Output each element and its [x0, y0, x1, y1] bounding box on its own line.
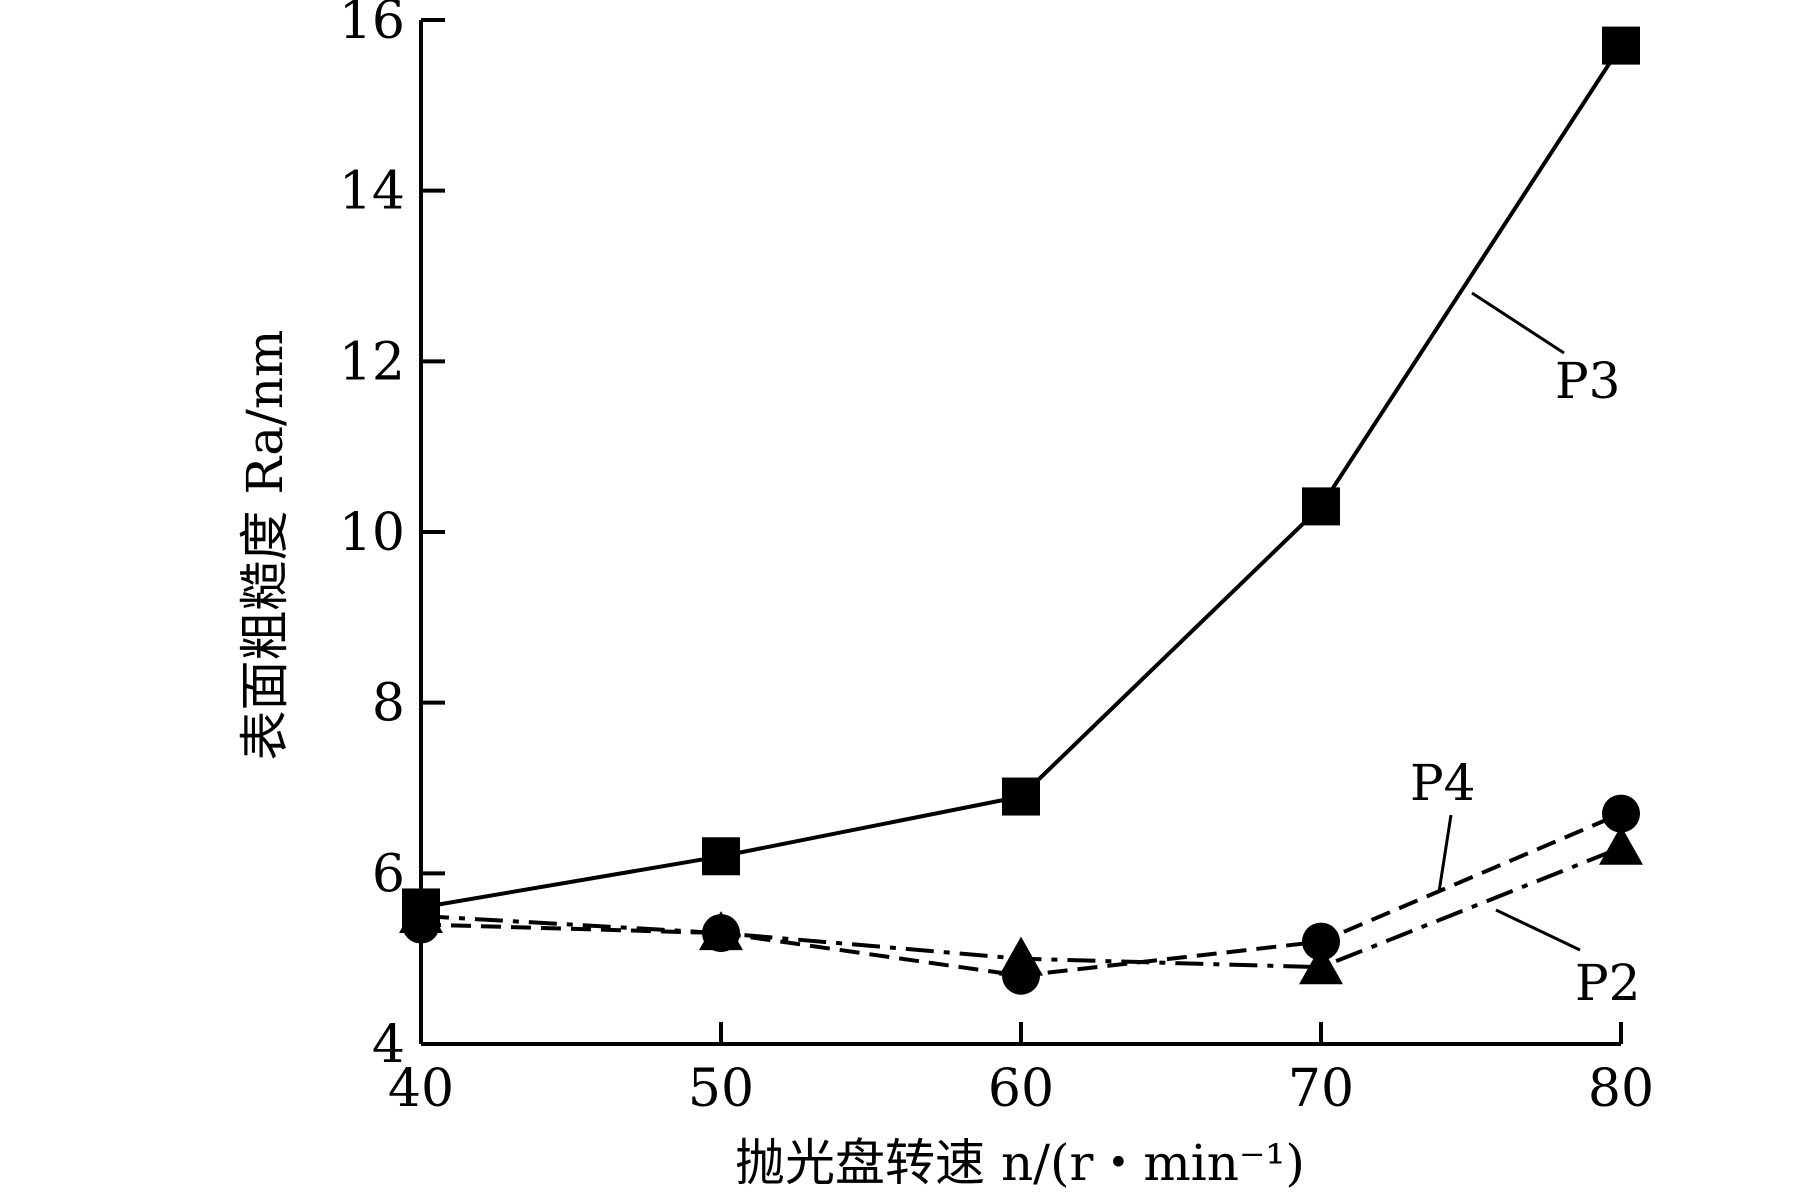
series-lines: [420, 44, 1623, 978]
series-point-p2: [1599, 825, 1643, 865]
series-point-p2: [699, 911, 743, 951]
x-tick-label: 60: [988, 1059, 1054, 1119]
series-point-p3: [1302, 487, 1340, 526]
series-labels: P3 P4 P2: [1410, 291, 1640, 1012]
leader-line-p2: [1495, 908, 1581, 952]
y-tick-label: 16: [339, 0, 405, 51]
x-tick-label: 40: [388, 1059, 454, 1119]
series-point-p2: [1299, 945, 1343, 985]
series-label-p2: P2: [1575, 954, 1640, 1012]
series-point-p4: [1302, 922, 1340, 961]
series-markers: [399, 26, 1643, 995]
leader-line-p3: [1471, 291, 1565, 355]
series-point-p2: [399, 894, 443, 933]
series-point-p3: [702, 837, 740, 876]
series-point-p3: [1602, 26, 1640, 65]
y-tick-label: 8: [372, 674, 405, 734]
y-tick-label: 4: [372, 1015, 405, 1075]
leader-line-p4: [1437, 814, 1453, 893]
x-tick-label: 50: [688, 1059, 754, 1119]
series-point-p3: [1002, 777, 1040, 816]
x-axis-title: 抛光盘转速 n/(r・min⁻¹): [735, 1134, 1305, 1192]
y-tick-label: 12: [339, 332, 405, 392]
series-point-p4: [1602, 794, 1640, 833]
series-label-p3: P3: [1555, 352, 1620, 410]
x-tick-label: 70: [1288, 1059, 1354, 1119]
axes: 4 6 8 10 12 14 16 40 50 60 70 80: [339, 0, 1654, 1119]
y-tick-label: 10: [339, 503, 405, 563]
y-tick-label: 14: [339, 162, 405, 222]
series-point-p2: [999, 936, 1043, 976]
series-label-p4: P4: [1410, 754, 1475, 812]
x-tick-label: 80: [1588, 1059, 1654, 1119]
y-axis-title: 表面粗糙度 Ra/nm: [236, 330, 294, 761]
y-tick-label: 6: [372, 844, 405, 904]
